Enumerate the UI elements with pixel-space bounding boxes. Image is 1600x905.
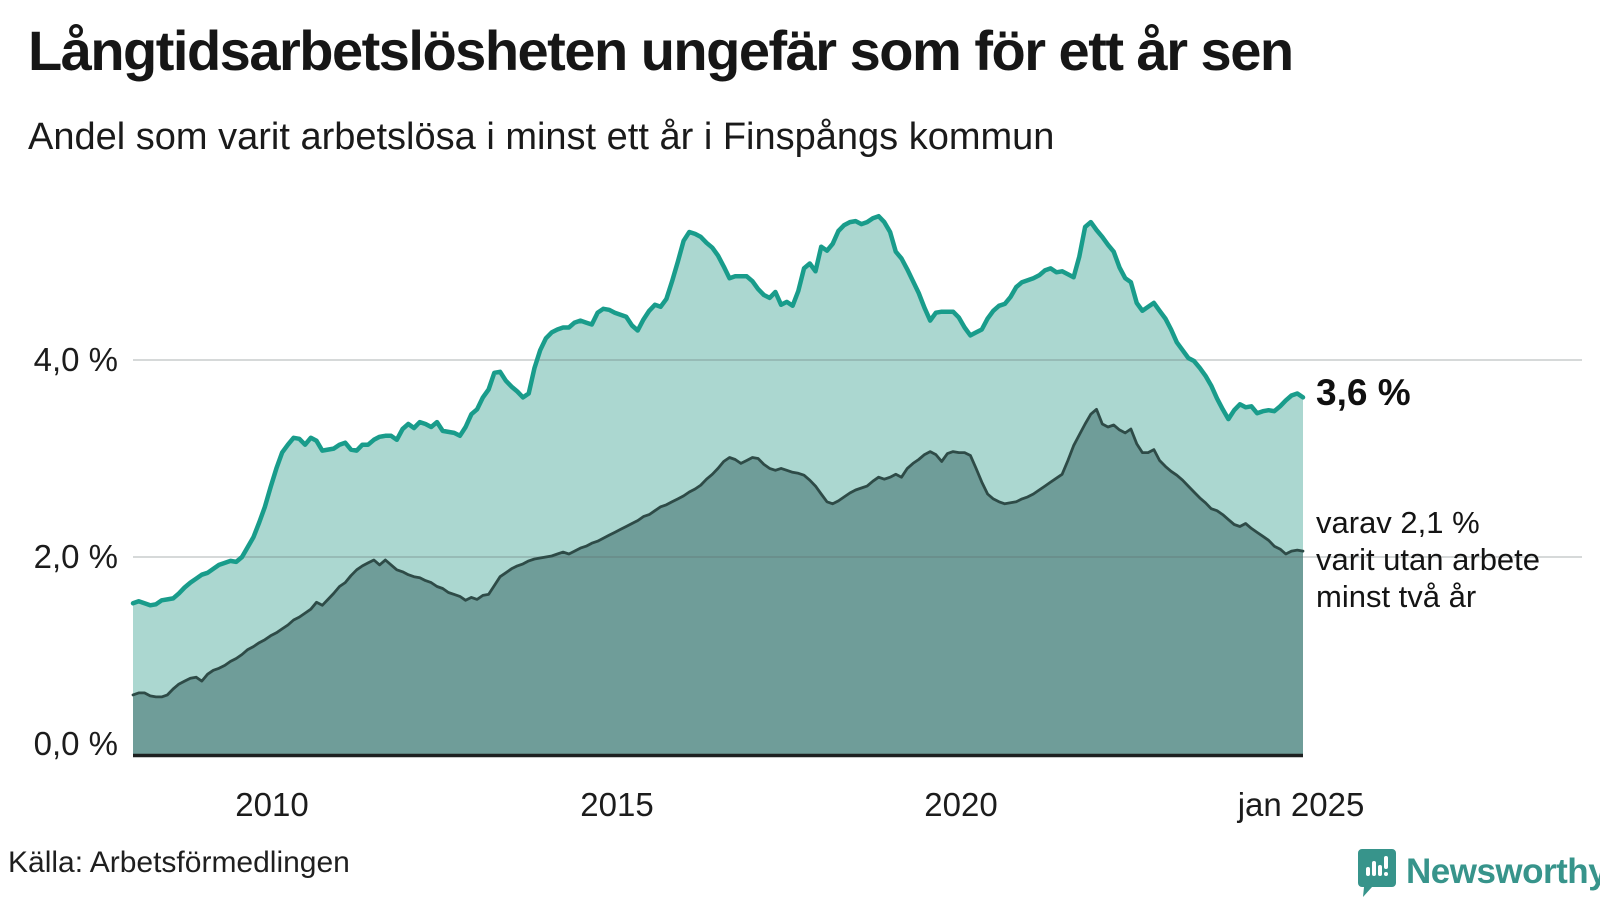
y-tick-0: 0,0 % <box>33 725 118 762</box>
x-tick-2015: 2015 <box>580 786 654 823</box>
latest-value-label: 3,6 % <box>1316 372 1411 413</box>
newsworthy-icon <box>1358 849 1396 897</box>
y-tick-2: 2,0 % <box>33 538 118 575</box>
page-subtitle: Andel som varit arbetslösa i minst ett å… <box>28 116 1055 158</box>
page-title: Långtidsarbetslösheten ungefär som för e… <box>28 19 1294 82</box>
x-tick-2020: 2020 <box>924 786 998 823</box>
y-tick-4: 4,0 % <box>33 341 118 378</box>
secondary-value-line-1: varav 2,1 % <box>1316 505 1480 540</box>
brand-logo: Newsworthy <box>1358 846 1600 898</box>
secondary-value-line-3: minst två år <box>1316 579 1477 614</box>
secondary-value-line-2: varit utan arbete <box>1316 542 1541 577</box>
source-note: Källa: Arbetsförmedlingen <box>8 846 350 879</box>
brand-name: Newsworthy <box>1406 852 1600 891</box>
secondary-value-label: varav 2,1 % varit utan arbete minst två … <box>1316 504 1540 615</box>
x-tick-2010: 2010 <box>235 786 309 823</box>
x-tick-jan-2025: jan 2025 <box>1237 786 1365 823</box>
